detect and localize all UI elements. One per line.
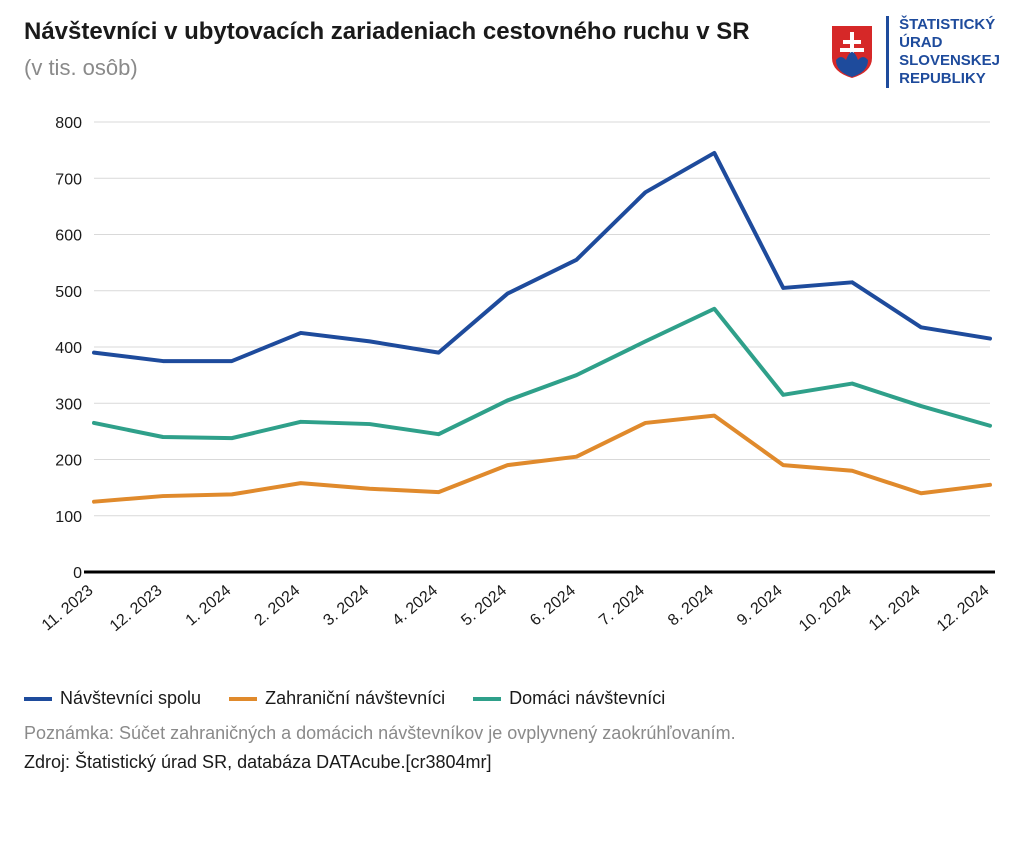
y-tick-label: 500: [55, 284, 82, 301]
y-tick-label: 0: [73, 565, 82, 582]
footnote: Poznámka: Súčet zahraničných a domácich …: [24, 723, 1000, 744]
header: Návštevníci v ubytovacích zariadeniach c…: [24, 16, 1000, 88]
legend-item: Domáci návštevníci: [473, 688, 665, 709]
legend: Návštevníci spolu Zahraniční návštevníci D…: [24, 688, 1000, 709]
y-tick-label: 400: [55, 340, 82, 357]
x-tick-label: 2. 2024: [252, 582, 304, 629]
logo-text: ŠTATISTICKÝÚRADSLOVENSKEJREPUBLIKY: [886, 16, 1000, 88]
y-tick-label: 800: [55, 115, 82, 132]
legend-label: Domáci návštevníci: [509, 688, 665, 709]
chart: 010020030040050060070080011. 202312. 202…: [24, 112, 1000, 672]
chart-title: Návštevníci v ubytovacích zariadeniach c…: [24, 16, 808, 47]
y-tick-label: 100: [55, 509, 82, 526]
x-tick-label: 12. 2023: [107, 582, 166, 635]
y-tick-label: 600: [55, 228, 82, 245]
x-tick-label: 11. 2023: [39, 582, 97, 634]
legend-swatch: [229, 697, 257, 701]
series-line: [94, 309, 990, 438]
chart-subtitle: (v tis. osôb): [24, 55, 808, 81]
source: Zdroj: Štatistický úrad SR, databáza DAT…: [24, 752, 1000, 773]
x-tick-label: 7. 2024: [596, 582, 648, 629]
x-tick-label: 11. 2024: [866, 582, 924, 634]
series-line: [94, 416, 990, 502]
x-tick-label: 8. 2024: [665, 582, 717, 629]
y-tick-label: 200: [55, 453, 82, 470]
y-tick-label: 700: [55, 171, 82, 188]
x-tick-label: 10. 2024: [796, 582, 855, 635]
legend-swatch: [473, 697, 501, 701]
legend-swatch: [24, 697, 52, 701]
y-tick-label: 300: [55, 396, 82, 413]
series-line: [94, 153, 990, 361]
x-tick-label: 4. 2024: [389, 582, 441, 629]
titles: Návštevníci v ubytovacích zariadeniach c…: [24, 16, 828, 81]
legend-label: Návštevníci spolu: [60, 688, 201, 709]
x-tick-label: 12. 2024: [934, 582, 993, 635]
x-tick-label: 1. 2024: [183, 582, 235, 629]
x-tick-label: 5. 2024: [458, 582, 510, 629]
chart-svg: 010020030040050060070080011. 202312. 202…: [24, 112, 1000, 672]
legend-item: Návštevníci spolu: [24, 688, 201, 709]
legend-item: Zahraniční návštevníci: [229, 688, 445, 709]
x-tick-label: 9. 2024: [734, 582, 786, 629]
x-tick-label: 6. 2024: [527, 582, 579, 629]
x-tick-label: 3. 2024: [320, 582, 372, 629]
legend-label: Zahraniční návštevníci: [265, 688, 445, 709]
logo: ŠTATISTICKÝÚRADSLOVENSKEJREPUBLIKY: [828, 16, 1000, 88]
coat-of-arms-icon: [828, 24, 876, 80]
